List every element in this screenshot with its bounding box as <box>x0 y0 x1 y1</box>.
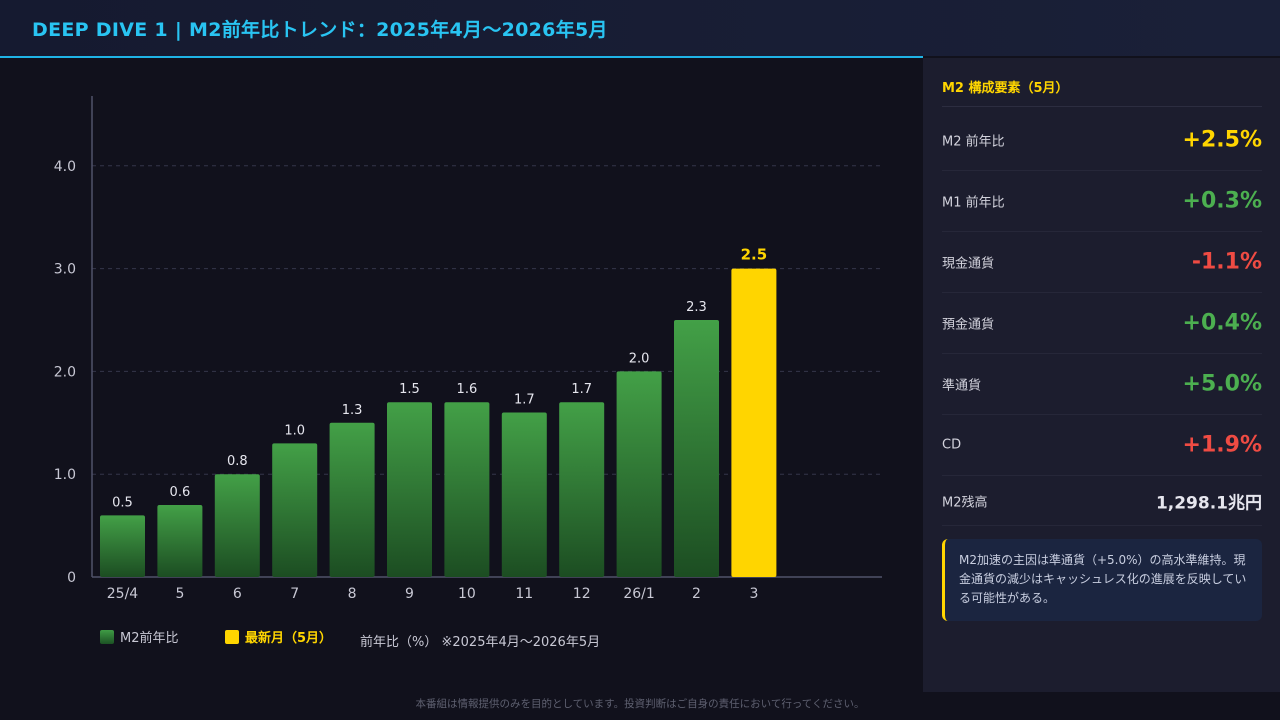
sidebar-label: 準通貨 <box>942 378 982 394</box>
sidebar-row-m1: M1 前年比 +0.3% <box>942 171 1262 232</box>
sidebar-value: +2.5% <box>1182 127 1262 153</box>
data-label: 0.6 <box>170 485 191 500</box>
header-accent-line <box>0 56 923 58</box>
bar <box>100 515 145 577</box>
page-title: DEEP DIVE 1 | M2前年比トレンド：2025年4月〜2026年5月 <box>32 19 608 41</box>
legend-item-latest: 最新月（5月） <box>225 627 332 646</box>
bar <box>214 474 260 577</box>
sidebar-row-cd: CD +1.9% <box>942 415 1262 476</box>
data-label: 1.3 <box>342 403 363 418</box>
sidebar-label: M1 前年比 <box>942 195 1005 211</box>
sidebar-value: +1.9% <box>1182 432 1262 458</box>
sidebar-value: -1.1% <box>1191 249 1262 275</box>
legend-item-m2: M2前年比 <box>100 627 179 646</box>
legend-swatch-yellow <box>225 629 239 644</box>
disclaimer: 本番組は情報提供のみを目的としています。投資判断はご自身の責任において行ってくだ… <box>415 698 865 710</box>
data-label: 2.5 <box>741 246 768 264</box>
x-tick-label: 3 <box>749 586 758 602</box>
commentary-box: M2加速の主因は準通貨（+5.0%）の高水準維持。現金通貨の減少はキャッシュレス… <box>942 539 1262 621</box>
data-label: 1.7 <box>514 393 535 408</box>
bar <box>674 320 719 577</box>
sidebar-label: 現金通貨 <box>942 256 995 272</box>
bar <box>559 402 605 577</box>
sidebar-value: +5.0% <box>1182 371 1262 397</box>
data-label: 1.7 <box>571 382 592 397</box>
sidebar-row-deposit: 預金通貨 +0.4% <box>942 293 1262 354</box>
data-label: 2.0 <box>629 351 650 366</box>
data-label: 1.0 <box>284 423 305 438</box>
x-tick-label: 8 <box>348 586 357 602</box>
x-tick-label: 10 <box>458 586 476 602</box>
sidebar-label: M2 前年比 <box>942 134 1005 150</box>
sidebar-value: +0.3% <box>1182 188 1262 214</box>
y-tick-label: 0 <box>67 570 76 586</box>
data-label: 1.5 <box>399 382 420 397</box>
sidebar-row-cash: 現金通貨 -1.1% <box>942 232 1262 293</box>
sidebar-label: 預金通貨 <box>942 317 995 333</box>
data-label: 2.3 <box>686 300 707 315</box>
data-label: 1.6 <box>457 382 478 397</box>
bar <box>444 402 490 577</box>
sidebar-value: +0.4% <box>1182 310 1262 336</box>
bar-chart: 0 1.0 2.0 3.0 4.0 0.5 25/4 0.6 5 0.8 6 1.0 7 1.3 8 1.5 9… <box>54 96 882 602</box>
bar <box>329 422 375 577</box>
legend-label-latest: 最新月（5月） <box>245 631 333 646</box>
sidebar-row-m2: M2 前年比 +2.5% <box>942 110 1262 171</box>
x-tick-label: 11 <box>515 586 533 602</box>
sidebar-panel: M2 構成要素（5月） M2 前年比 +2.5% M1 前年比 +0.3% 現金… <box>923 58 1280 692</box>
x-tick-label: 12 <box>573 586 591 602</box>
header-bar: DEEP DIVE 1 | M2前年比トレンド：2025年4月〜2026年5月 <box>0 0 1280 56</box>
x-tick-label: 9 <box>405 586 414 602</box>
bar <box>501 412 547 577</box>
bar <box>272 443 318 577</box>
chart-note: 前年比（%） ※2025年4月〜2026年5月 <box>360 635 601 650</box>
sidebar-row-quasi: 準通貨 +5.0% <box>942 354 1262 415</box>
data-label: 0.8 <box>227 454 248 469</box>
y-tick-label: 2.0 <box>54 364 76 380</box>
bar <box>387 402 432 577</box>
x-tick-label: 7 <box>290 586 299 602</box>
bar <box>157 505 203 577</box>
legend-swatch-green <box>100 629 114 644</box>
y-tick-label: 1.0 <box>54 467 76 483</box>
legend-label-m2: M2前年比 <box>120 631 179 646</box>
bar-latest <box>731 268 777 577</box>
y-tick-label: 3.0 <box>54 262 76 278</box>
y-tick-label: 4.0 <box>54 159 76 175</box>
x-tick-label: 6 <box>233 586 242 602</box>
sidebar-value: 1,298.1兆円 <box>1155 493 1262 513</box>
sidebar-label: CD <box>942 437 962 453</box>
x-tick-label: 25/4 <box>107 586 139 602</box>
x-tick-label: 26/1 <box>623 586 654 602</box>
sidebar-title: M2 構成要素（5月） <box>942 77 1262 107</box>
sidebar-label: M2残高 <box>942 495 988 510</box>
x-tick-label: 5 <box>175 586 184 602</box>
bar <box>616 371 662 577</box>
data-label: 0.5 <box>112 495 133 510</box>
sidebar-row-balance: M2残高 1,298.1兆円 <box>942 476 1262 526</box>
x-tick-label: 2 <box>692 586 701 602</box>
